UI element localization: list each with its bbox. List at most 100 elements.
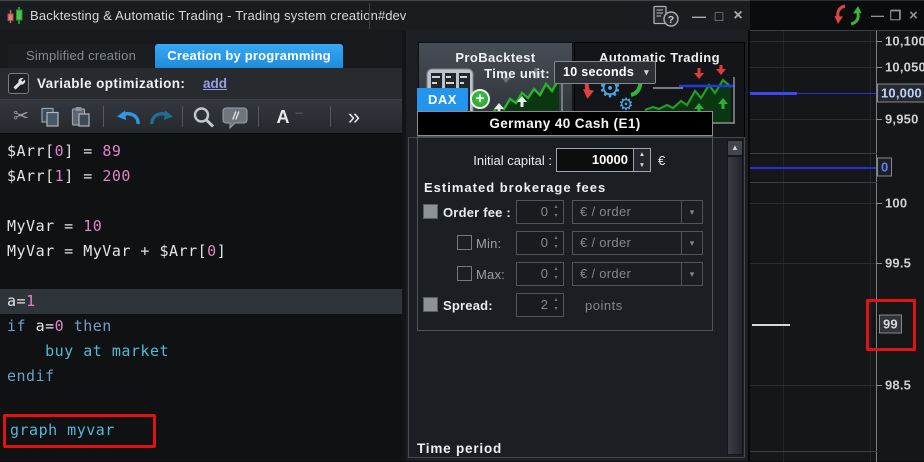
fee-unit-dropdown[interactable]: € / order ▾ [572,231,703,255]
code-line[interactable]: if a=0 then [0,314,402,339]
fee-stepper[interactable]: ▴ ▾ [554,266,558,281]
instrument-tab-dax[interactable]: DAX [417,88,468,111]
font-decrease-button[interactable]: A − [272,104,304,130]
code-token: if [7,317,36,335]
settings-border [408,137,745,458]
spinner-up-icon[interactable]: ▲ [638,151,646,158]
chevron-down-icon[interactable]: ▾ [681,263,702,285]
code-token: MyVar = MyVar + $Arr[ [7,242,208,260]
code-line[interactable]: MyVar = MyVar + $Arr[0] [0,239,402,264]
window-title: Backtesting & Automatic Trading - Tradin… [30,8,379,23]
fee-checkbox[interactable] [423,204,438,219]
fee-stepper[interactable]: ▴ ▾ [554,204,558,219]
toolbar-separator [258,106,259,127]
paste-button[interactable] [70,106,92,128]
code-token: then [64,317,112,335]
code-token: 0 [54,317,65,335]
copy-button[interactable] [40,107,62,128]
axis-tick [876,41,882,42]
horizontal-gridline [750,385,877,386]
price-level-line [752,324,790,326]
fee-value-input[interactable]: 0 ▴ ▾ [516,262,564,286]
fee-stepper[interactable]: ▴ ▾ [554,297,558,312]
fee-checkbox[interactable] [457,235,472,250]
code-line[interactable]: MyVar = 10 [0,214,402,239]
code-line[interactable]: $Arr[0] = 89 [0,139,402,164]
vertical-gridline [783,31,784,462]
initial-capital-stepper[interactable]: ▲ ▼ [633,148,651,172]
dialog-titlebar[interactable]: Backtesting & Automatic Trading - Tradin… [0,0,750,30]
wrench-button[interactable] [8,73,29,94]
undo-button[interactable] [114,107,142,128]
fee-value-input[interactable]: 0 ▴ ▾ [516,200,564,224]
code-token: 0 [207,242,217,260]
scroll-up-button[interactable]: ▲ [727,140,743,156]
svg-text:⚙: ⚙ [618,95,633,115]
code-line[interactable]: endif [0,364,402,389]
code-line[interactable] [0,264,402,289]
code-token: 200 [102,167,131,185]
code-token: $Arr[ [7,167,55,185]
currency-label: € [658,153,666,168]
code-token: buy at market [7,342,170,360]
dialog-close-button[interactable]: × [733,7,743,24]
scrollbar-thumb[interactable] [727,156,743,455]
fee-checkbox[interactable] [457,266,472,281]
add-variable-link[interactable]: add [203,76,228,91]
search-button[interactable] [192,106,216,129]
app-close-button[interactable]: × [909,7,918,24]
time-unit-select[interactable]: 10 seconds ▾ [554,61,656,84]
fee-value-input[interactable]: 0 ▴ ▾ [516,231,564,255]
variable-optimization-label: Variable optimization: [37,76,186,91]
help-doc-icon[interactable]: ? [652,5,682,28]
code-line[interactable]: a=1 [0,289,402,314]
instrument-title: Germany 40 Cash (E1) [417,111,713,136]
chevron-down-icon[interactable]: ▾ [681,232,702,254]
axis-label: 100 [885,195,908,211]
dialog-minimize-button[interactable]: — [692,8,706,24]
code-line[interactable]: $Arr[1] = 200 [0,164,402,189]
chevron-down-icon[interactable]: ▾ [681,201,702,223]
variable-optimization-row: Variable optimization: add [0,68,402,100]
initial-capital-input[interactable]: 10000 [556,148,634,172]
cut-button[interactable]: ✂ [13,106,29,127]
toolbar-separator [330,106,331,127]
redo-button[interactable] [148,107,176,128]
more-tools-button[interactable]: » [347,104,360,129]
axis-label: 99.5 [885,255,912,271]
fee-unit-dropdown[interactable]: € / order ▾ [572,200,703,224]
app-restore-button[interactable]: ❐ [889,8,902,23]
dialog-maximize-button[interactable]: □ [714,8,724,24]
comment-button[interactable]: // [222,106,250,130]
axis-label: 98.5 [885,377,912,393]
app-minimize-button[interactable]: — [871,8,884,23]
sync-arrows-icon[interactable] [834,3,862,27]
code-editor[interactable]: $Arr[0] = 89 $Arr[1] = 200 MyVar = 10 MyVa… [0,134,402,461]
horizontal-gridline [750,41,877,42]
panel-divider [402,30,406,461]
horizontal-gridline [750,67,877,68]
add-instrument-button[interactable]: + [470,89,490,109]
app-titlebar[interactable]: — ❐ × [750,0,924,30]
fee-value-input[interactable]: 2 ▴ ▾ [516,293,564,317]
fee-label: Order fee : [443,205,511,220]
price-chart[interactable]: 10,100 10,050 10,000 9,950 0 100 99.5 99 98.5 [750,30,924,462]
spinner-down-icon[interactable]: ▼ [638,162,646,169]
code-line[interactable] [0,389,402,414]
fee-stepper[interactable]: ▴ ▾ [554,235,558,250]
annotation-box-code: graph myvar [3,414,156,448]
fee-row: Min: 0 ▴ ▾ € / order ▾ [417,230,713,256]
backtest-settings-panel: ProBacktest Automatic Trading ⚙ ⚙ [406,30,748,461]
code-line[interactable]: graph myvar [0,414,402,448]
initial-capital-label: Initial capital : [473,153,552,168]
code-line[interactable] [0,189,402,214]
code-line[interactable]: buy at market [0,339,402,364]
tab-creation-by-programming[interactable]: Creation by programming [155,44,343,68]
fee-row: Spread: 2 ▴ ▾ points [417,292,713,318]
fee-checkbox[interactable] [423,297,438,312]
fee-unit-dropdown[interactable]: € / order ▾ [572,262,703,286]
tab-simplified-creation[interactable]: Simplified creation [8,44,154,68]
axis-label: 10,000 [877,83,924,103]
fee-unit-label: € / order [580,235,632,250]
code-token: 10 [83,217,103,235]
